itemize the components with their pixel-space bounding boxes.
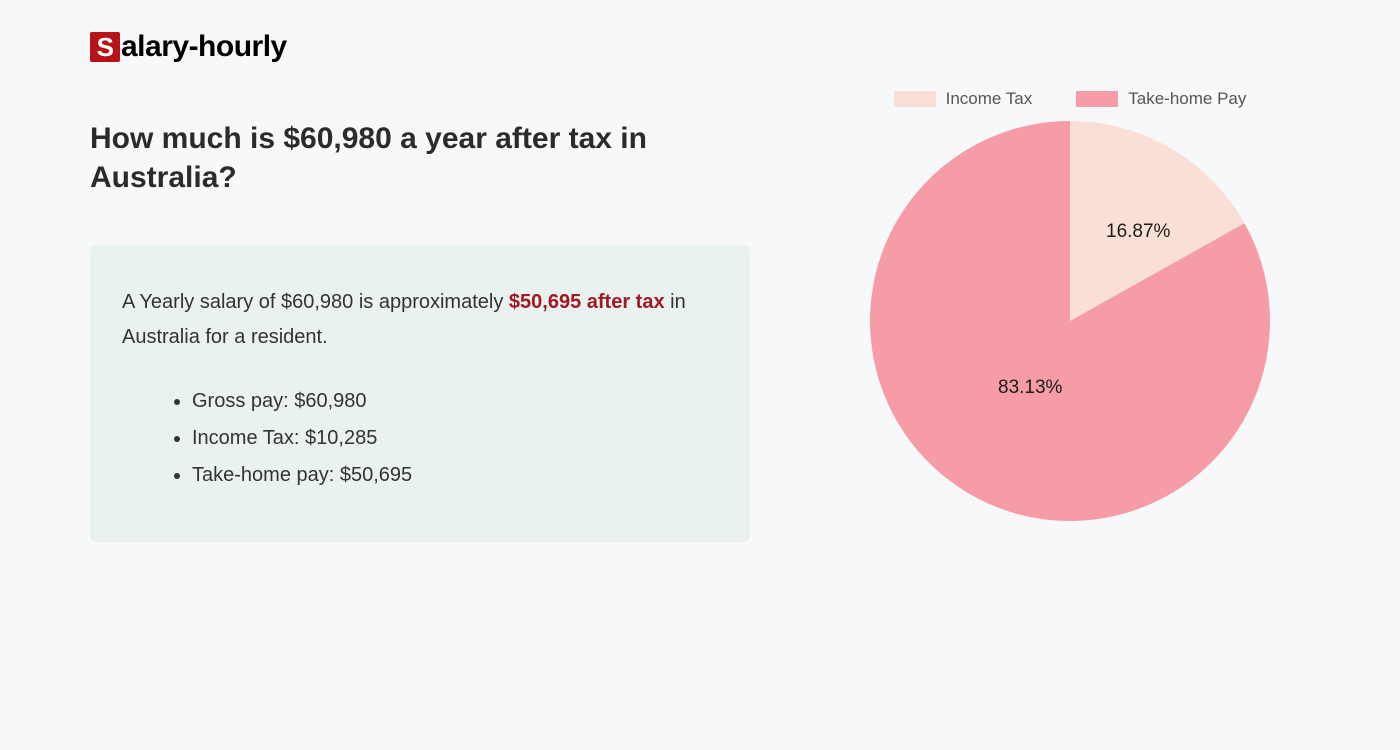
list-item: Take-home pay: $50,695	[192, 457, 718, 494]
legend-swatch	[1076, 91, 1118, 107]
legend-label: Take-home Pay	[1128, 89, 1246, 109]
site-logo: Salary-hourly	[90, 30, 1310, 64]
summary-prefix: A Yearly salary of $60,980 is approximat…	[122, 291, 509, 313]
logo-box: S	[90, 32, 120, 62]
list-item: Income Tax: $10,285	[192, 420, 718, 457]
pie-slice-label: 83.13%	[998, 377, 1062, 399]
pie-chart: 16.87% 83.13%	[870, 121, 1270, 521]
summary-card: A Yearly salary of $60,980 is approximat…	[90, 245, 750, 542]
summary-text: A Yearly salary of $60,980 is approximat…	[122, 285, 718, 355]
page-heading: How much is $60,980 a year after tax in …	[90, 119, 750, 197]
summary-highlight: $50,695 after tax	[509, 291, 665, 313]
list-item: Gross pay: $60,980	[192, 383, 718, 420]
legend-label: Income Tax	[946, 89, 1033, 109]
legend-item-income-tax: Income Tax	[894, 89, 1033, 109]
logo-text: alary-hourly	[121, 30, 287, 64]
chart-legend: Income Tax Take-home Pay	[830, 89, 1310, 109]
pie-svg	[870, 121, 1270, 521]
pie-slice-label: 16.87%	[1106, 221, 1170, 243]
legend-item-take-home: Take-home Pay	[1076, 89, 1246, 109]
breakdown-list: Gross pay: $60,980 Income Tax: $10,285 T…	[122, 383, 718, 494]
legend-swatch	[894, 91, 936, 107]
